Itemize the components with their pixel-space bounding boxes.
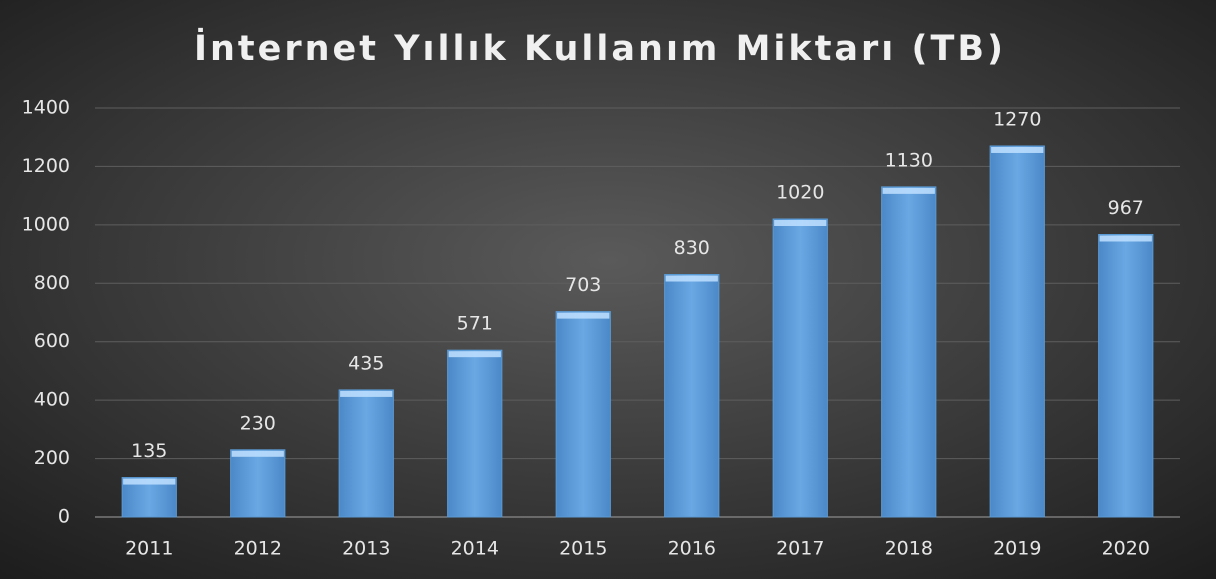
x-tick-label: 2019 [993,538,1041,560]
y-tick-label: 0 [58,506,70,528]
bar-bevel [557,312,610,319]
bar-bevel [774,220,827,227]
data-label: 1270 [993,108,1041,130]
bar-bevel [991,146,1044,153]
y-tick-label: 1200 [22,155,70,177]
x-tick-label: 2011 [125,538,173,560]
data-label: 967 [1108,197,1144,219]
y-tick-label: 600 [34,330,70,352]
data-label: 571 [457,313,493,335]
x-tick-label: 2016 [668,538,716,560]
data-label: 1020 [776,182,824,204]
x-tick-label: 2017 [776,538,824,560]
bar-bevel [882,187,935,194]
bar [989,145,1045,518]
bar-bevel [665,275,718,282]
bar [230,449,286,518]
data-label: 1130 [885,149,933,171]
data-label: 703 [565,274,601,296]
chart-title: İnternet Yıllık Kullanım Miktarı (TB) [194,27,1006,69]
data-label: 135 [131,440,167,462]
bar-bevel [231,450,284,457]
data-label: 435 [348,352,384,374]
y-tick-label: 1000 [22,213,70,235]
data-label: 830 [674,237,710,259]
bar-bevel [340,390,393,397]
bar-bevel [1099,235,1152,242]
bar [447,349,503,518]
bar [664,274,720,518]
x-tick-label: 2020 [1102,538,1150,560]
bar [1098,233,1154,518]
x-tick-label: 2015 [559,538,607,560]
y-tick-label: 400 [34,389,70,411]
bar [881,186,937,518]
x-tick-label: 2012 [234,538,282,560]
bar-bevel [448,351,501,358]
y-tick-label: 800 [34,272,70,294]
x-tick-label: 2014 [451,538,499,560]
x-tick-label: 2018 [885,538,933,560]
data-label: 230 [240,412,276,434]
x-tick-label: 2013 [342,538,390,560]
y-tick-label: 200 [34,447,70,469]
bar [338,389,394,518]
bar [555,311,611,518]
bar [772,218,828,518]
y-tick-label: 1400 [22,97,70,119]
bar-bevel [123,478,176,485]
